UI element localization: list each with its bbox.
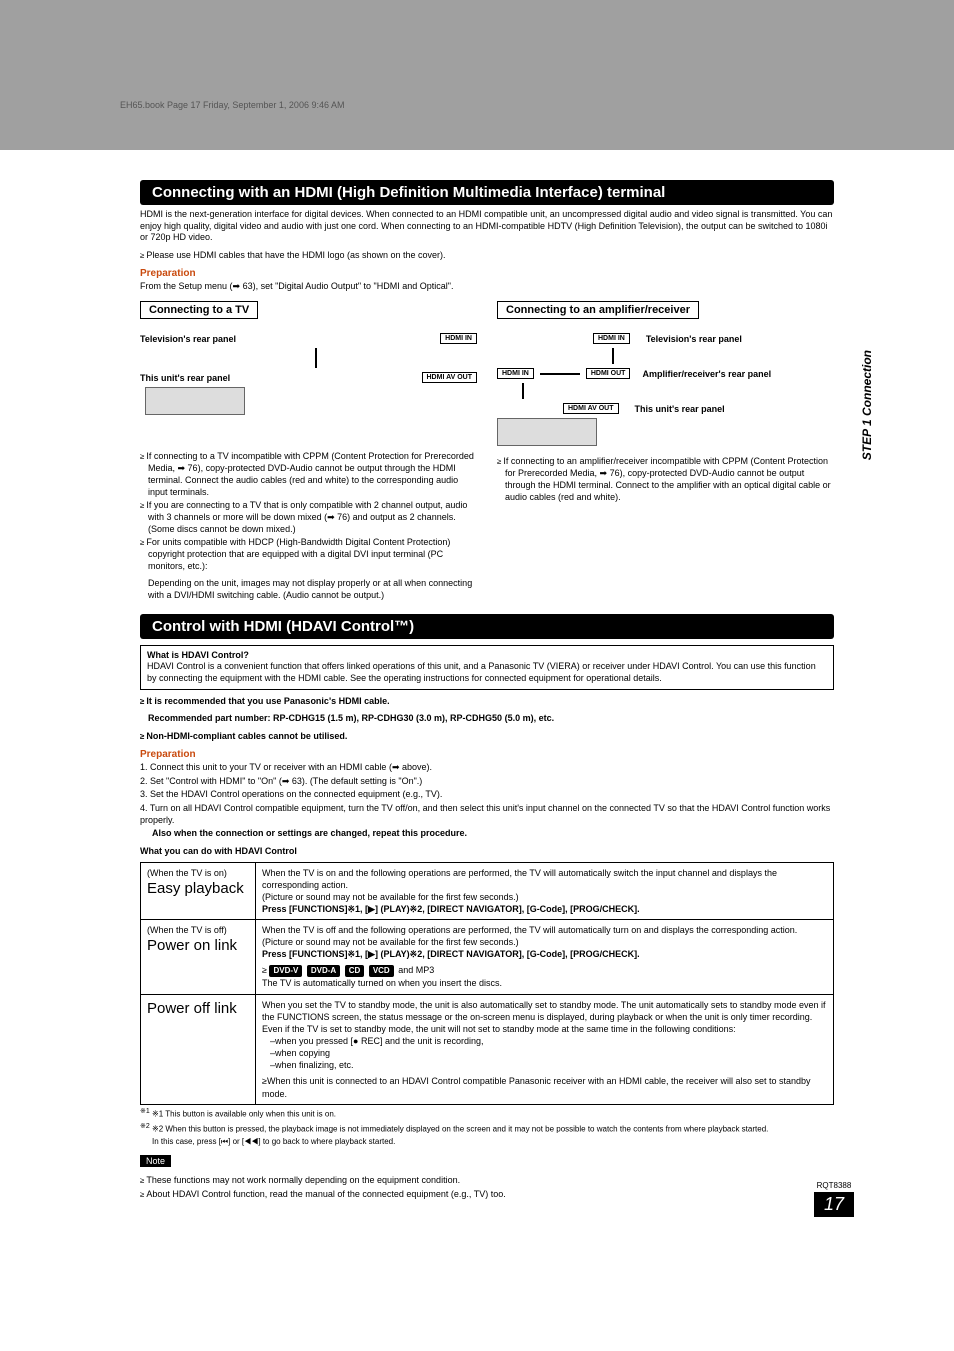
prep-heading2: Preparation xyxy=(140,749,834,760)
rec2: Recommended part number: RP-CDHG15 (1.5 … xyxy=(140,713,834,725)
device-panel-graphic xyxy=(497,418,597,446)
cond-item: –when copying xyxy=(262,1047,827,1059)
row-body1: When the TV is off and the following ope… xyxy=(262,924,827,936)
rec-bullets2: Non-HDMI-compliant cables cannot be util… xyxy=(140,731,834,743)
hdmi-in-port: HDMI IN xyxy=(497,368,534,379)
hdmi-in-port: HDMI IN xyxy=(593,333,630,344)
left-bullet: For units compatible with HDCP (High-Ban… xyxy=(140,537,477,572)
left-bullet: If you are connecting to a TV that is on… xyxy=(140,500,477,535)
footnote2: ※2 ※2 When this button is pressed, the p… xyxy=(140,1122,834,1135)
foot2-text: ※2 When this button is pressed, the play… xyxy=(152,1124,768,1133)
left-diagram: Television's rear panel HDMI IN This uni… xyxy=(140,325,477,445)
amp-rear-label: Amplifier/receiver's rear panel xyxy=(642,369,771,379)
rec-bullets: It is recommended that you use Panasonic… xyxy=(140,696,834,708)
section1-title: Connecting with an HDMI (High Definition… xyxy=(140,180,834,205)
table-row: Power off link When you set the TV to st… xyxy=(141,994,834,1104)
unit-rear-label: This unit's rear panel xyxy=(635,404,725,414)
hdmi-out-port: HDMI OUT xyxy=(586,368,631,379)
disc-tail: and MP3 xyxy=(398,965,434,975)
row-name: Easy playback xyxy=(147,879,249,899)
page-content: STEP 1 Connection Connecting with an HDM… xyxy=(0,150,954,1247)
box-heading: What is HDAVI Control? xyxy=(147,650,827,662)
table-row: (When the TV is off) Power on link When … xyxy=(141,920,834,994)
note2: About HDAVI Control function, read the m… xyxy=(140,1189,834,1201)
row-cond: (When the TV is on) xyxy=(147,867,249,879)
cond-item: –when you pressed [● REC] and the unit i… xyxy=(262,1035,827,1047)
footnote1: ※1 ※1 This button is available only when… xyxy=(140,1107,834,1120)
row-body2: (Picture or sound may not be available f… xyxy=(262,936,827,948)
left-column: Connecting to a TV Television's rear pan… xyxy=(140,300,477,603)
row-body1: When you set the TV to standby mode, the… xyxy=(262,999,827,1023)
prep-step: 3. Set the HDAVI Control operations on t… xyxy=(140,789,834,801)
row-name: Power off link xyxy=(147,999,249,1019)
disc-tag: VCD xyxy=(369,965,394,978)
feature-table: (When the TV is on) Easy playback When t… xyxy=(140,862,834,1105)
left-tail: Depending on the unit, images may not di… xyxy=(140,578,477,601)
row-body2: (Picture or sound may not be available f… xyxy=(262,891,827,903)
note-bullets: These functions may not work normally de… xyxy=(140,1175,834,1200)
row-press: Press [FUNCTIONS]※1, [▶] (PLAY)※2, [DIRE… xyxy=(262,948,827,960)
row-body1: When the TV is on and the following oper… xyxy=(262,867,827,891)
right-bullet: If connecting to an amplifier/receiver i… xyxy=(497,456,834,503)
prep-heading: Preparation xyxy=(140,268,834,279)
row-body2: Even if the TV is set to standby mode, t… xyxy=(262,1023,827,1035)
model-code: RQT8388 xyxy=(814,1181,854,1190)
hdmi-in-port: HDMI IN xyxy=(440,333,477,344)
cond-item: –when finalizing, etc. xyxy=(262,1059,827,1071)
hdmi-av-out-port: HDMI AV OUT xyxy=(422,372,478,383)
note1: These functions may not work normally de… xyxy=(140,1175,834,1187)
prep-text: From the Setup menu (➡ 63), set "Digital… xyxy=(140,281,834,293)
disc-tag: DVD-V xyxy=(269,965,302,978)
section2-title: Control with HDMI (HDAVI Control™) xyxy=(140,614,834,639)
left-bullet: If connecting to a TV incompatible with … xyxy=(140,451,477,498)
prep-step: 4. Turn on all HDAVI Control compatible … xyxy=(140,803,834,826)
row-press: Press [FUNCTIONS]※1, [▶] (PLAY)※2, [DIRE… xyxy=(262,903,827,915)
disc-tag: CD xyxy=(345,965,365,978)
page-number: 17 xyxy=(814,1192,854,1217)
table-heading: What you can do with HDAVI Control xyxy=(140,846,834,858)
tv-rear-label: Television's rear panel xyxy=(646,334,742,344)
right-diagram: HDMI IN Television's rear panel HDMI IN … xyxy=(497,325,834,450)
rec3: Non-HDMI-compliant cables cannot be util… xyxy=(140,731,834,743)
disc-prefix: ≥ xyxy=(262,965,267,975)
table-row: (When the TV is on) Easy playback When t… xyxy=(141,862,834,920)
page-footer: RQT8388 17 xyxy=(814,1181,854,1217)
prep-step: 2. Set "Control with HDMI" to "On" (➡ 63… xyxy=(140,776,834,788)
unit-rear-label: This unit's rear panel xyxy=(140,373,230,383)
diagrams-row: Connecting to a TV Television's rear pan… xyxy=(140,300,834,603)
left-bullets: If connecting to a TV incompatible with … xyxy=(140,451,477,572)
prep-step: 1. Connect this unit to your TV or recei… xyxy=(140,762,834,774)
device-panel-graphic xyxy=(145,387,245,415)
section1-bullet: Please use HDMI cables that have the HDM… xyxy=(140,250,834,262)
left-box-title: Connecting to a TV xyxy=(140,301,258,319)
right-bullets: If connecting to an amplifier/receiver i… xyxy=(497,456,834,503)
row-name: Power on link xyxy=(147,936,249,956)
box-text: HDAVI Control is a convenient function t… xyxy=(147,661,827,684)
right-column: Connecting to an amplifier/receiver HDMI… xyxy=(497,300,834,603)
foot1-text: ※1 This button is available only when th… xyxy=(152,1109,336,1118)
hdmi-av-out-port: HDMI AV OUT xyxy=(563,403,619,414)
section1-intro-bullets: Please use HDMI cables that have the HDM… xyxy=(140,250,834,262)
sidebar-step-label: STEP 1 Connection xyxy=(860,350,874,460)
right-box-title: Connecting to an amplifier/receiver xyxy=(497,301,699,319)
disc-tag: DVD-A xyxy=(307,965,340,978)
hdavi-info-box: What is HDAVI Control? HDAVI Control is … xyxy=(140,645,834,690)
section1-intro: HDMI is the next-generation interface fo… xyxy=(140,209,834,244)
footnote2b: In this case, press [⏮] or [◀◀] to go ba… xyxy=(140,1137,834,1147)
row-tail: When this unit is connected to an HDAVI … xyxy=(262,1076,811,1098)
prep-tail: Also when the connection or settings are… xyxy=(140,828,834,840)
rec1: It is recommended that you use Panasonic… xyxy=(140,696,834,708)
scan-header-text: EH65.book Page 17 Friday, September 1, 2… xyxy=(120,100,344,110)
disc-line: The TV is automatically turned on when y… xyxy=(262,977,827,989)
row-cond: (When the TV is off) xyxy=(147,924,249,936)
note-label: Note xyxy=(140,1155,171,1167)
scan-header-bar: EH65.book Page 17 Friday, September 1, 2… xyxy=(0,0,954,150)
tv-rear-label: Television's rear panel xyxy=(140,334,236,344)
